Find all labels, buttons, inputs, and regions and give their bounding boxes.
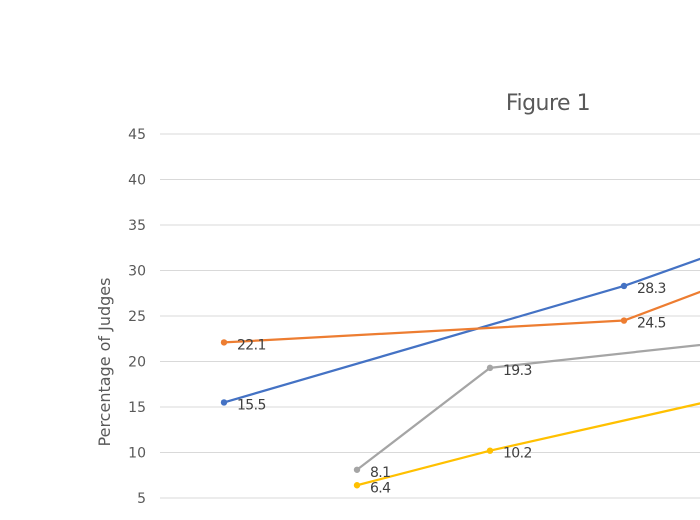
y-tick-label: 10 (128, 446, 146, 462)
gridlines (160, 133, 700, 499)
chart-title: Figure 1 (506, 91, 590, 116)
data-label: 28.3 (637, 281, 666, 297)
series-lines (220, 257, 700, 489)
y-tick-label: 15 (128, 400, 146, 416)
data-point (486, 364, 494, 372)
series-line (355, 402, 700, 487)
y-tick-label: 35 (128, 218, 146, 234)
series-line (222, 290, 700, 344)
y-tick-label: 25 (128, 309, 146, 325)
data-labels: 15.5 28.3 22.1 24.5 8.1 19.3 6.4 10.2 (237, 281, 666, 496)
data-label: 15.5 (237, 397, 266, 413)
data-label: 8.1 (370, 465, 390, 481)
data-label: 6.4 (370, 480, 391, 496)
series-line (222, 257, 700, 404)
data-point (353, 482, 361, 489)
data-point (353, 466, 361, 473)
y-tick-label: 5 (137, 491, 146, 507)
data-point (620, 282, 628, 290)
data-label: 19.3 (503, 363, 532, 379)
y-tick-label: 30 (128, 264, 146, 280)
data-point (220, 339, 228, 346)
y-tick-label: 40 (128, 173, 146, 189)
data-point (486, 447, 494, 454)
data-label: 22.1 (237, 337, 266, 353)
y-axis-ticks: 5 10 15 20 25 30 35 40 45 (128, 127, 146, 507)
data-label: 10.2 (503, 446, 532, 462)
y-tick-label: 45 (128, 127, 146, 143)
data-label: 24.5 (637, 316, 666, 332)
data-point (620, 317, 628, 324)
y-axis-label: Percentage of Judges (95, 278, 114, 447)
data-point (220, 399, 228, 406)
y-tick-label: 20 (128, 355, 146, 371)
